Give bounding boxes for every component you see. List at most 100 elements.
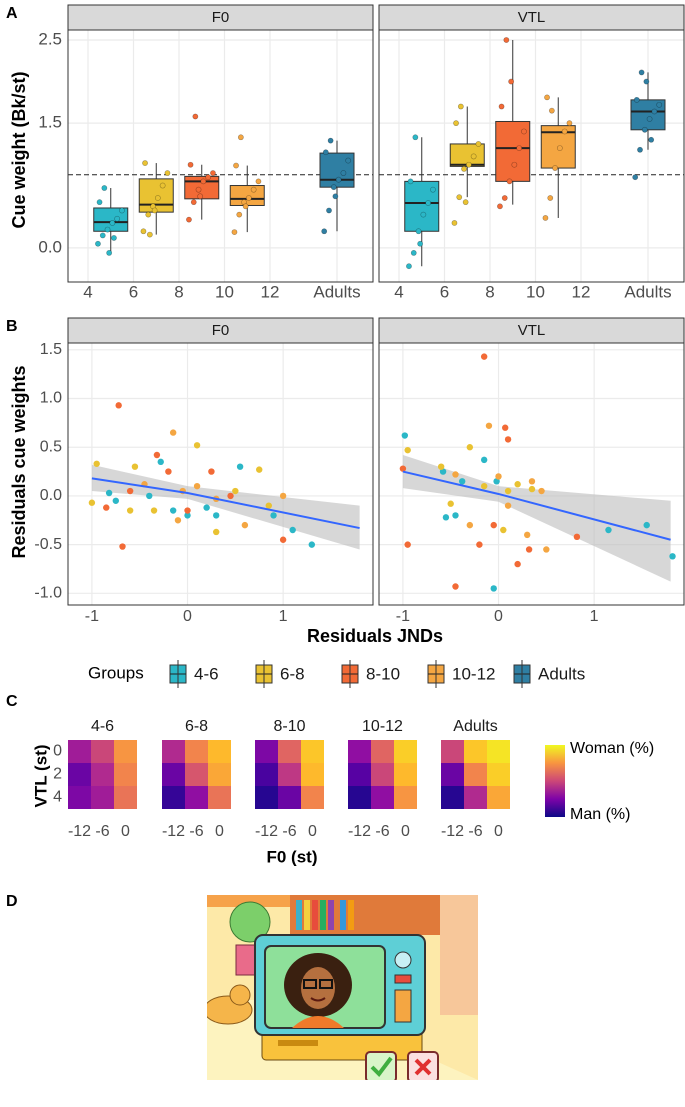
point [169,429,177,436]
point [407,178,414,185]
point [523,531,531,539]
point [119,207,125,214]
point [227,492,234,500]
heatmap-title: 8-10 [273,718,305,735]
point [250,186,257,193]
point [447,500,454,507]
accept-button[interactable] [365,1051,397,1082]
heatmap-cell [185,763,208,786]
colorbar [545,745,565,817]
panel-label: B [6,318,18,335]
point [174,517,182,524]
point [111,235,117,241]
cross-icon [414,1058,432,1076]
point [212,528,220,536]
heatmap-cell [348,786,371,809]
point [321,228,328,235]
point [322,149,329,156]
point [99,232,106,239]
point [490,521,497,529]
point [437,463,445,470]
heatmap-title: 10-12 [362,718,403,735]
panel-bg [379,30,684,282]
point [504,487,512,495]
point [131,463,139,470]
panel-label: D [6,893,18,910]
y-tick-label: 0.5 [40,438,62,455]
point [452,583,459,590]
heatmap-cell [91,786,114,809]
point [498,103,505,110]
knob [394,951,412,969]
point [542,215,549,221]
point [164,170,171,176]
point [184,512,191,519]
point [332,193,339,200]
point [566,120,573,127]
x-tick-label: 1 [279,608,288,625]
x-tick-label: -1 [85,608,99,625]
point [404,446,411,454]
point [153,451,161,459]
heatmap-cell [114,740,137,763]
heatmap-cell [255,740,278,763]
point [236,463,244,470]
point [200,178,207,185]
y-tick-label: 2.5 [38,29,62,48]
heatmap-title: Adults [453,718,497,735]
point [439,468,447,475]
facet-title: VTL [518,9,546,26]
facet-strip [378,4,685,31]
point [327,137,334,144]
point [646,116,653,122]
point [420,211,427,218]
facet-title: F0 [212,9,230,26]
plant [229,901,271,943]
x-tick-label: -12 [348,823,371,840]
point [543,546,550,553]
point [669,553,676,560]
point [430,186,436,193]
drawer-slot [278,1040,318,1046]
colorbar-label: Woman (%) [570,740,654,757]
point [265,502,272,509]
heatmap-cell [208,740,231,763]
box [93,207,129,232]
point [109,220,116,226]
heatmap-cell [185,740,208,763]
y-tick-label: 2 [53,766,62,783]
heatmap-cell [91,740,114,763]
x-tick-label: -12 [68,823,91,840]
point [552,165,558,171]
point [157,458,164,466]
point [335,176,342,183]
y-tick-label: 1.5 [40,341,62,358]
x-tick-label: 0 [215,823,224,840]
legend-label: 10-12 [452,664,495,683]
point [186,216,192,223]
point [605,526,612,534]
wall [440,895,478,1015]
point [231,229,238,235]
point [538,487,545,495]
book [304,900,310,930]
point [105,489,113,497]
point [119,543,126,550]
point [511,161,518,168]
point [495,473,502,480]
point [270,512,277,519]
point [485,422,493,429]
book [340,900,346,930]
point [470,153,477,160]
x-tick-label: 8 [174,282,183,301]
heatmap-cell [162,740,185,763]
point [466,521,474,529]
x-tick-label: 0 [494,608,503,625]
point [476,541,483,548]
point [193,442,201,449]
x-tick-label: 6 [129,282,138,301]
smile [310,997,326,1002]
x-tick-label: 0 [308,823,317,840]
axis-title: Cue weight (Bk/st) [9,71,29,228]
point [401,432,409,439]
